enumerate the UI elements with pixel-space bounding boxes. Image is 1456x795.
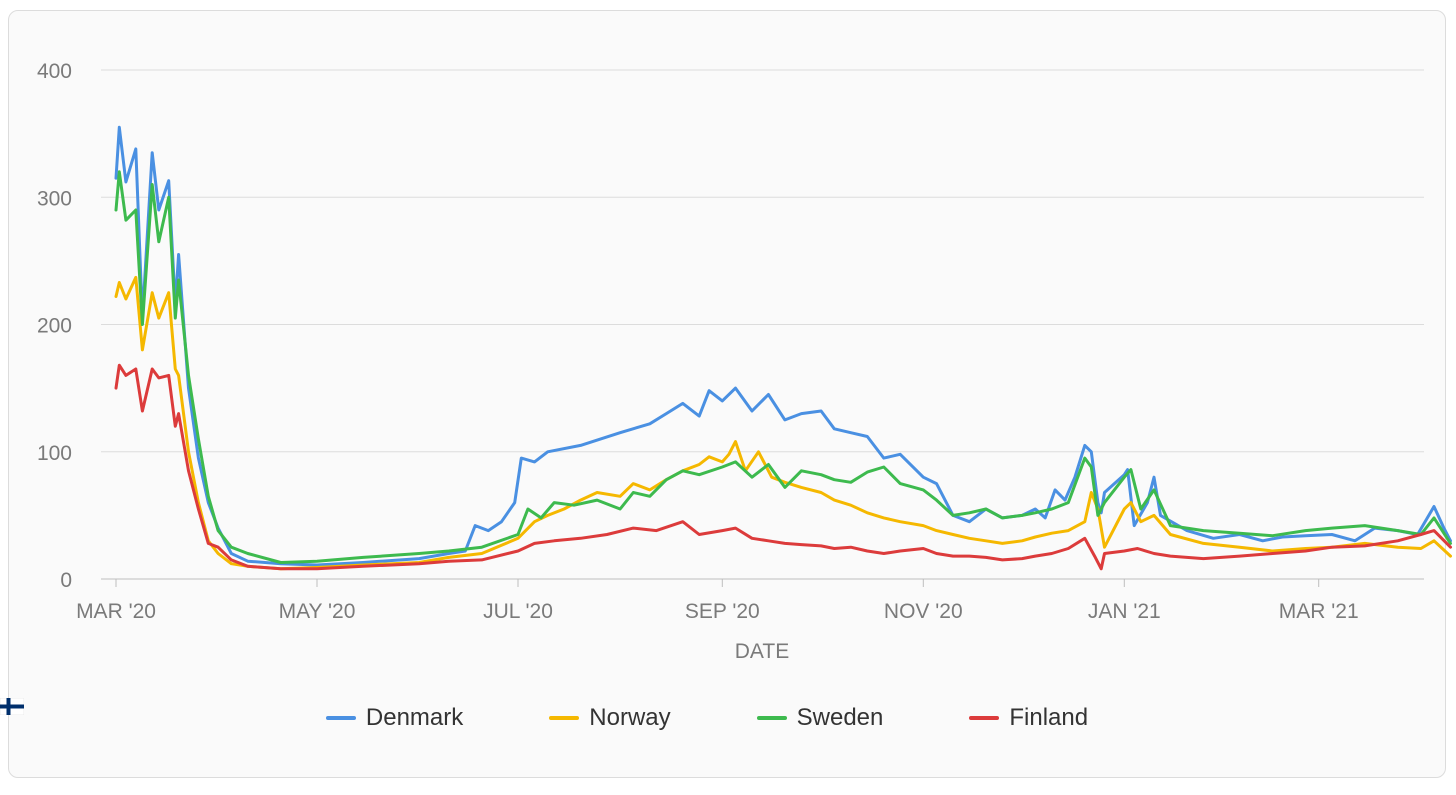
legend-label: Norway	[589, 704, 671, 731]
dk-flag-icon	[0, 698, 505, 727]
series-lines	[114, 125, 1452, 571]
fi-flag-icon	[0, 698, 1130, 727]
x-axis: MAR '20 MAY '20 JUL '20 SEP '20 NOV '20 JAN '…	[76, 579, 1359, 623]
series-line-norway	[114, 275, 1452, 571]
legend-item-norway[interactable]: Norway	[0, 698, 713, 732]
y-axis-ticks: 0 100 200 300 400	[37, 60, 72, 592]
legend-swatch	[756, 716, 787, 720]
y-tick-label: 100	[37, 442, 72, 465]
x-tick-label: JAN '21	[1088, 600, 1161, 623]
legend-label: Finland	[1009, 704, 1089, 731]
x-tick-label: NOV '20	[884, 600, 963, 623]
se-flag-icon	[0, 698, 925, 727]
legend-label: Sweden	[796, 704, 884, 731]
legend-item-sweden[interactable]: Sweden	[0, 698, 926, 732]
x-tick-label: SEP '20	[685, 600, 760, 623]
legend-item-finland[interactable]: Finland	[0, 698, 1130, 732]
y-tick-label: 400	[37, 60, 72, 83]
series-line-finland	[114, 363, 1452, 571]
legend-swatch	[325, 716, 356, 720]
legend-label: Denmark	[365, 704, 464, 731]
x-tick-label: MAR '20	[76, 600, 156, 623]
no-flag-icon	[0, 698, 713, 727]
y-tick-label: 0	[60, 569, 72, 592]
legend: Denmark Norway Sweden Finland	[0, 698, 1456, 738]
y-tick-label: 300	[37, 187, 72, 210]
legend-swatch	[549, 716, 580, 720]
legend-swatch	[969, 716, 1000, 720]
grid-lines	[101, 69, 1424, 580]
legend-item-denmark[interactable]: Denmark	[0, 698, 505, 732]
chart-card	[8, 10, 1446, 778]
x-tick-label: JUL '20	[483, 600, 553, 623]
series-line-sweden	[114, 170, 1452, 564]
x-axis-title: DATE	[735, 640, 789, 663]
x-tick-label: MAY '20	[279, 600, 356, 623]
series-line-denmark	[114, 125, 1452, 567]
y-tick-label: 200	[37, 315, 72, 338]
x-tick-label: MAR '21	[1279, 600, 1359, 623]
